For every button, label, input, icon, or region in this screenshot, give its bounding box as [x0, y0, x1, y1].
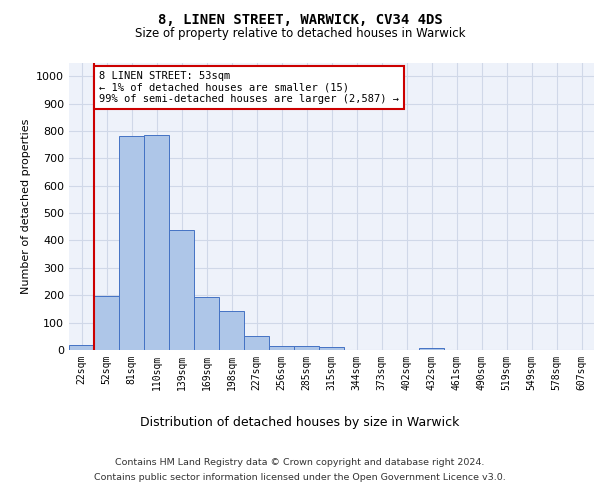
- Bar: [94, 296, 119, 350]
- Text: 8, LINEN STREET, WARWICK, CV34 4DS: 8, LINEN STREET, WARWICK, CV34 4DS: [158, 12, 442, 26]
- Text: Contains public sector information licensed under the Open Government Licence v3: Contains public sector information licen…: [94, 473, 506, 482]
- Text: 8 LINEN STREET: 53sqm
← 1% of detached houses are smaller (15)
99% of semi-detac: 8 LINEN STREET: 53sqm ← 1% of detached h…: [99, 70, 399, 104]
- Bar: [169, 230, 194, 350]
- Text: Distribution of detached houses by size in Warwick: Distribution of detached houses by size …: [140, 416, 460, 429]
- Y-axis label: Number of detached properties: Number of detached properties: [20, 118, 31, 294]
- Bar: [244, 336, 269, 350]
- Bar: [319, 346, 344, 350]
- Bar: [69, 344, 94, 350]
- Text: Contains HM Land Registry data © Crown copyright and database right 2024.: Contains HM Land Registry data © Crown c…: [115, 458, 485, 467]
- Bar: [219, 312, 244, 350]
- Text: Size of property relative to detached houses in Warwick: Size of property relative to detached ho…: [135, 28, 465, 40]
- Bar: [419, 348, 444, 350]
- Bar: [144, 134, 169, 350]
- Bar: [119, 136, 144, 350]
- Bar: [294, 346, 319, 350]
- Bar: [269, 346, 294, 350]
- Bar: [194, 297, 219, 350]
